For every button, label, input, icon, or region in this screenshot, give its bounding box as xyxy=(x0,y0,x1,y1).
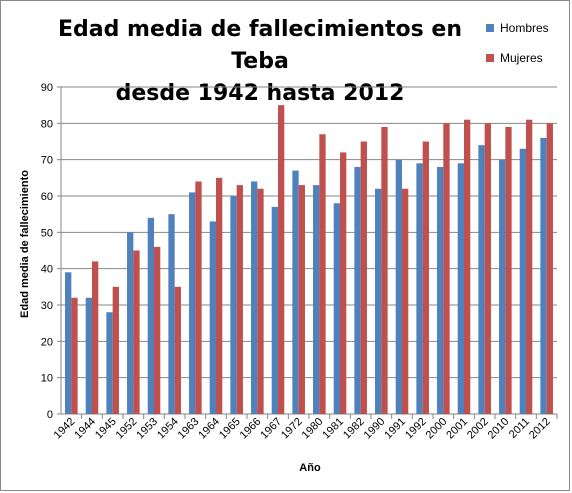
y-tick-label-80: 80 xyxy=(41,118,53,130)
bar-hombres-2012 xyxy=(540,137,547,414)
bar-hombres-1954 xyxy=(168,214,175,414)
legend-label-hombres: Hombres xyxy=(500,21,549,35)
x-axis-label: Año xyxy=(299,462,321,474)
legend-swatch-hombres xyxy=(486,24,494,32)
bar-mujeres-1992 xyxy=(422,141,429,414)
x-tick-label-1954: 1954 xyxy=(155,416,181,442)
bar-mujeres-1963 xyxy=(195,181,202,414)
legend-label-mujeres: Mujeres xyxy=(500,51,543,65)
y-tick-label-60: 60 xyxy=(41,191,53,203)
bar-mujeres-1972 xyxy=(298,185,305,414)
chart-title-line1: Edad media de fallecimientos en Teba xyxy=(57,17,462,74)
legend-swatch-mujeres xyxy=(486,54,494,62)
x-tick-label-1972: 1972 xyxy=(279,416,305,442)
bar-hombres-1980 xyxy=(313,185,320,414)
bar-mujeres-2012 xyxy=(546,123,553,414)
bar-mujeres-1965 xyxy=(236,185,243,414)
bar-hombres-1982 xyxy=(354,166,361,414)
bar-mujeres-1967 xyxy=(278,105,285,415)
x-tick-label-1966: 1966 xyxy=(238,416,264,442)
x-tick-label-1982: 1982 xyxy=(341,416,367,442)
x-tick-label-1981: 1981 xyxy=(320,416,346,442)
bar-mujeres-1980 xyxy=(319,134,326,414)
y-tick-label-0: 0 xyxy=(47,409,53,421)
bar-hombres-1965 xyxy=(230,196,237,414)
bar-mujeres-1952 xyxy=(133,250,140,414)
x-tick-label-1990: 1990 xyxy=(362,416,388,442)
bar-hombres-2001 xyxy=(457,163,464,414)
bar-hombres-1953 xyxy=(147,217,154,414)
bar-mujeres-2010 xyxy=(505,126,512,414)
x-tick-label-1952: 1952 xyxy=(114,416,140,442)
bar-hombres-1964 xyxy=(209,221,216,414)
x-tick-label-1963: 1963 xyxy=(176,416,202,442)
chart-title-line2: desde 1942 hasta 2012 xyxy=(115,81,405,106)
x-tick-label-1945: 1945 xyxy=(93,416,119,442)
legend: Hombres Mujeres xyxy=(486,20,549,80)
bar-mujeres-1945 xyxy=(112,286,119,414)
x-tick-label-2001: 2001 xyxy=(444,416,470,442)
bar-mujeres-1991 xyxy=(402,188,409,414)
bar-hombres-2000 xyxy=(437,166,444,414)
bar-hombres-2010 xyxy=(499,159,506,414)
x-tick-label-1992: 1992 xyxy=(403,416,429,442)
bar-mujeres-2001 xyxy=(464,119,471,414)
bar-hombres-1972 xyxy=(292,170,299,414)
x-tick-label-2000: 2000 xyxy=(424,416,450,442)
bar-hombres-1991 xyxy=(395,159,402,414)
bar-hombres-1966 xyxy=(251,181,258,414)
bar-hombres-1963 xyxy=(189,192,196,414)
bar-mujeres-1954 xyxy=(174,286,181,414)
bar-mujeres-1964 xyxy=(216,177,223,414)
legend-item-hombres: Hombres xyxy=(486,20,549,36)
y-tick-label-90: 90 xyxy=(41,82,53,94)
x-tick-label-1980: 1980 xyxy=(300,416,326,442)
bar-hombres-1992 xyxy=(416,163,423,414)
bar-hombres-1944 xyxy=(85,297,92,414)
bar-hombres-1945 xyxy=(106,312,113,414)
bar-mujeres-2002 xyxy=(484,123,491,414)
x-tick-label-1964: 1964 xyxy=(196,416,222,442)
x-tick-label-1991: 1991 xyxy=(382,416,408,442)
x-tick-label-1944: 1944 xyxy=(72,416,98,442)
y-tick-label-70: 70 xyxy=(41,155,53,167)
bar-mujeres-1942 xyxy=(71,297,78,414)
bar-hombres-1952 xyxy=(127,232,134,414)
bar-mujeres-1981 xyxy=(340,152,347,414)
y-tick-label-20: 20 xyxy=(41,336,53,348)
bar-mujeres-1990 xyxy=(381,126,388,414)
bar-hombres-1967 xyxy=(271,206,278,414)
x-tick-label-2010: 2010 xyxy=(486,416,512,442)
x-tick-label-1965: 1965 xyxy=(217,416,243,442)
y-tick-label-50: 50 xyxy=(41,227,53,239)
bar-hombres-2002 xyxy=(478,145,485,414)
x-tick-label-1967: 1967 xyxy=(258,416,284,442)
chart-title: Edad media de fallecimientos en Teba des… xyxy=(40,14,480,110)
x-tick-label-2002: 2002 xyxy=(465,416,491,442)
bar-hombres-2011 xyxy=(519,148,526,414)
y-tick-label-40: 40 xyxy=(41,264,53,276)
legend-item-mujeres: Mujeres xyxy=(486,50,549,66)
bar-mujeres-2000 xyxy=(443,123,450,414)
x-tick-label-1942: 1942 xyxy=(52,416,78,442)
bar-mujeres-1944 xyxy=(92,261,99,414)
x-tick-label-2011: 2011 xyxy=(507,416,532,441)
y-tick-label-10: 10 xyxy=(41,373,53,385)
bar-mujeres-2011 xyxy=(526,119,533,414)
y-tick-label-30: 30 xyxy=(41,300,53,312)
bar-mujeres-1953 xyxy=(154,246,161,414)
bar-hombres-1990 xyxy=(375,188,382,414)
bar-hombres-1942 xyxy=(65,272,72,414)
bar-mujeres-1966 xyxy=(257,188,264,414)
bar-hombres-1981 xyxy=(333,203,340,414)
bar-mujeres-1982 xyxy=(360,141,367,414)
x-tick-label-2012: 2012 xyxy=(527,416,553,442)
x-tick-label-1953: 1953 xyxy=(134,416,160,442)
